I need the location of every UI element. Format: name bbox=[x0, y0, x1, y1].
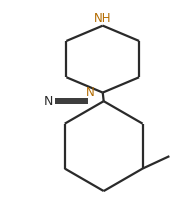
Text: NH: NH bbox=[94, 12, 112, 25]
Text: N: N bbox=[44, 95, 53, 108]
Text: N: N bbox=[86, 86, 95, 99]
